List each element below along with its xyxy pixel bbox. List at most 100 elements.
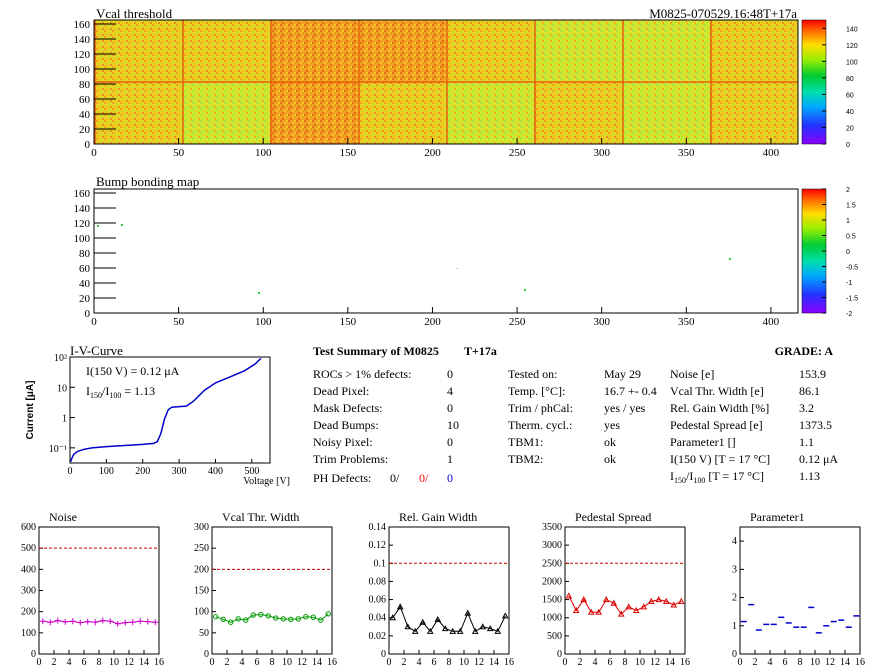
roc-block — [270, 82, 358, 144]
x-tick-label: 6 — [255, 657, 260, 668]
y-tick-label: 200 — [194, 564, 209, 575]
data-point — [396, 603, 404, 610]
condition-value: 16.7 +- 0.4 — [604, 384, 657, 398]
data-point — [144, 618, 151, 625]
x-tick-label: 0 — [37, 657, 42, 668]
x-tick-label: 300 — [593, 316, 610, 328]
data-point — [92, 619, 99, 626]
y-tick-label: 40 — [79, 109, 91, 121]
x-tick-label: 0 — [91, 316, 97, 328]
summary-row-value: 10 — [447, 418, 459, 432]
iv-curve-line — [69, 357, 262, 462]
x-tick-label: 4 — [768, 657, 773, 668]
palette-tick-label: 100 — [846, 59, 858, 66]
y-tick-label: 120 — [74, 49, 91, 61]
roc-chart-title: Noise — [49, 510, 77, 524]
condition-label: TBM2: — [508, 452, 543, 466]
vcal-threshold-map — [94, 20, 798, 144]
data-point — [213, 614, 219, 620]
data-point — [411, 627, 419, 634]
ph-defects-label: PH Defects: — [313, 471, 371, 485]
x-tick-label: 6 — [82, 657, 87, 668]
parameter-value: 86.1 — [799, 384, 820, 398]
palette-tick-label: 20 — [846, 125, 854, 132]
condition-value: ok — [604, 435, 616, 449]
data-point — [389, 614, 397, 621]
roc-chart-title: Vcal Thr. Width — [222, 510, 299, 524]
y-tick-label: 0 — [85, 139, 91, 151]
data-point — [84, 618, 91, 625]
data-point — [152, 619, 159, 626]
roc-chart-frame — [564, 526, 686, 655]
data-point — [464, 609, 472, 616]
x-tick-label: 8 — [270, 657, 275, 668]
parameter-label: Pedestal Spread [e] — [670, 418, 763, 432]
x-tick-label: 350 — [678, 316, 695, 328]
palette-tick-label: 2 — [846, 187, 850, 194]
series-line — [392, 605, 506, 633]
data-point — [617, 610, 625, 617]
data-point — [99, 617, 106, 624]
parameter-label: Rel. Gain Width [%] — [670, 401, 769, 415]
x-tick-label: 14 — [665, 657, 675, 668]
x-tick-label: 250 — [509, 147, 526, 159]
roc-block — [270, 20, 358, 82]
y-tick-label: 1 — [732, 621, 737, 632]
y-tick-label: 1000 — [542, 613, 562, 624]
x-tick-label: 400 — [763, 316, 780, 328]
y-tick-label: 0.12 — [369, 540, 387, 551]
bump-marker — [729, 258, 731, 260]
y-tick-label: 0.1 — [374, 558, 387, 569]
data-point — [456, 627, 464, 634]
x-tick-label: 16 — [855, 657, 865, 668]
data-point — [610, 599, 618, 606]
summary-row-label: ROCs > 1% defects: — [313, 367, 411, 381]
data-point — [54, 617, 61, 624]
bump-marker — [524, 289, 526, 291]
y-tick-label: 120 — [74, 218, 91, 230]
x-tick-label: 4 — [593, 657, 598, 668]
iv-y-tick-label: 1 — [62, 414, 67, 425]
x-tick-label: 4 — [67, 657, 72, 668]
x-tick-label: 0 — [738, 657, 743, 668]
x-tick-label: 16 — [327, 657, 337, 668]
x-tick-label: 8 — [798, 657, 803, 668]
y-tick-label: 40 — [79, 278, 91, 290]
data-point — [295, 616, 301, 622]
data-point — [235, 616, 241, 622]
iv-y-tick-label: 10⁻¹ — [49, 444, 67, 455]
summary-row-label: Mask Defects: — [313, 401, 383, 415]
roc-chart-title: Pedestal Spread — [575, 510, 651, 524]
summary-row-label: Dead Pixel: — [313, 384, 369, 398]
y-tick-label: 100 — [21, 628, 36, 639]
summary-row-value: 4 — [447, 384, 453, 398]
y-tick-label: 200 — [21, 607, 36, 618]
parameter-label: Noise [e] — [670, 367, 714, 381]
y-tick-label: 100 — [74, 64, 91, 76]
data-point — [129, 619, 136, 626]
x-tick-label: 12 — [474, 657, 484, 668]
x-tick-label: 100 — [255, 316, 272, 328]
y-tick-label: 20 — [79, 124, 91, 136]
data-point — [220, 616, 226, 622]
ratio-label: I150/I100 [T = 17 °C] — [670, 469, 764, 485]
x-tick-label: 2 — [753, 657, 758, 668]
x-tick-label: 250 — [509, 316, 526, 328]
vcal-color-palette — [801, 19, 827, 145]
bump-map-title: Bump bonding map — [96, 174, 199, 189]
iv-x-tick-label: 100 — [99, 466, 114, 477]
iv-x-tick-label: 300 — [172, 466, 187, 477]
roc-block — [94, 20, 182, 82]
x-tick-label: 0 — [563, 657, 568, 668]
x-tick-label: 0 — [91, 147, 97, 159]
bump-dead-markers — [97, 224, 731, 294]
data-point — [273, 615, 279, 621]
data-point — [565, 592, 573, 599]
x-tick-label: 6 — [608, 657, 613, 668]
x-tick-label: 2 — [52, 657, 57, 668]
bump-x-axis: 0 50 100 150 200 250 300 350 400 — [91, 307, 780, 328]
palette-tick-label: -1.5 — [846, 296, 858, 303]
condition-value: May 29 — [604, 367, 641, 381]
